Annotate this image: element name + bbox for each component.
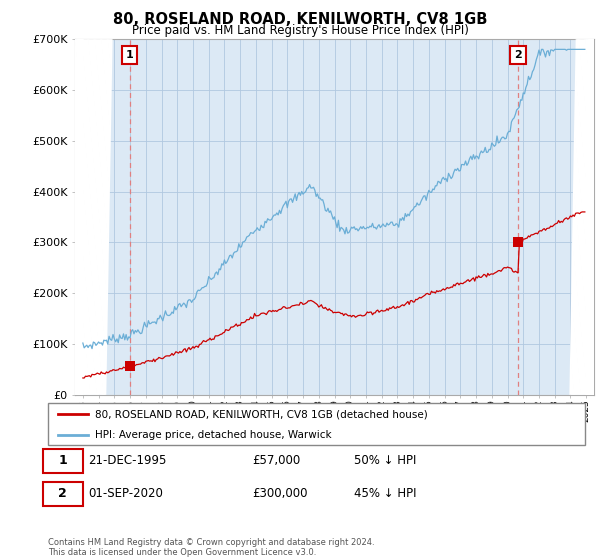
Text: 21-DEC-1995: 21-DEC-1995 [88, 454, 167, 468]
FancyBboxPatch shape [43, 449, 83, 473]
Text: £57,000: £57,000 [252, 454, 301, 468]
Text: 01-SEP-2020: 01-SEP-2020 [88, 487, 163, 501]
Text: 80, ROSELAND ROAD, KENILWORTH, CV8 1GB: 80, ROSELAND ROAD, KENILWORTH, CV8 1GB [113, 12, 487, 27]
Bar [586, 39, 594, 395]
Text: 45% ↓ HPI: 45% ↓ HPI [354, 487, 416, 501]
Text: 2: 2 [58, 487, 67, 501]
FancyBboxPatch shape [43, 482, 83, 506]
Text: Contains HM Land Registry data © Crown copyright and database right 2024.
This d: Contains HM Land Registry data © Crown c… [48, 538, 374, 557]
Text: 50% ↓ HPI: 50% ↓ HPI [354, 454, 416, 468]
Text: 1: 1 [58, 454, 67, 468]
Text: 80, ROSELAND ROAD, KENILWORTH, CV8 1GB (detached house): 80, ROSELAND ROAD, KENILWORTH, CV8 1GB (… [95, 409, 428, 419]
Text: 1: 1 [125, 50, 133, 60]
Text: £300,000: £300,000 [252, 487, 308, 501]
Text: 2: 2 [514, 50, 522, 60]
Bar [75, 39, 83, 395]
Text: HPI: Average price, detached house, Warwick: HPI: Average price, detached house, Warw… [95, 430, 332, 440]
Bar [75, 39, 83, 395]
Text: Price paid vs. HM Land Registry's House Price Index (HPI): Price paid vs. HM Land Registry's House … [131, 24, 469, 37]
FancyBboxPatch shape [48, 403, 585, 445]
Bar [586, 39, 594, 395]
